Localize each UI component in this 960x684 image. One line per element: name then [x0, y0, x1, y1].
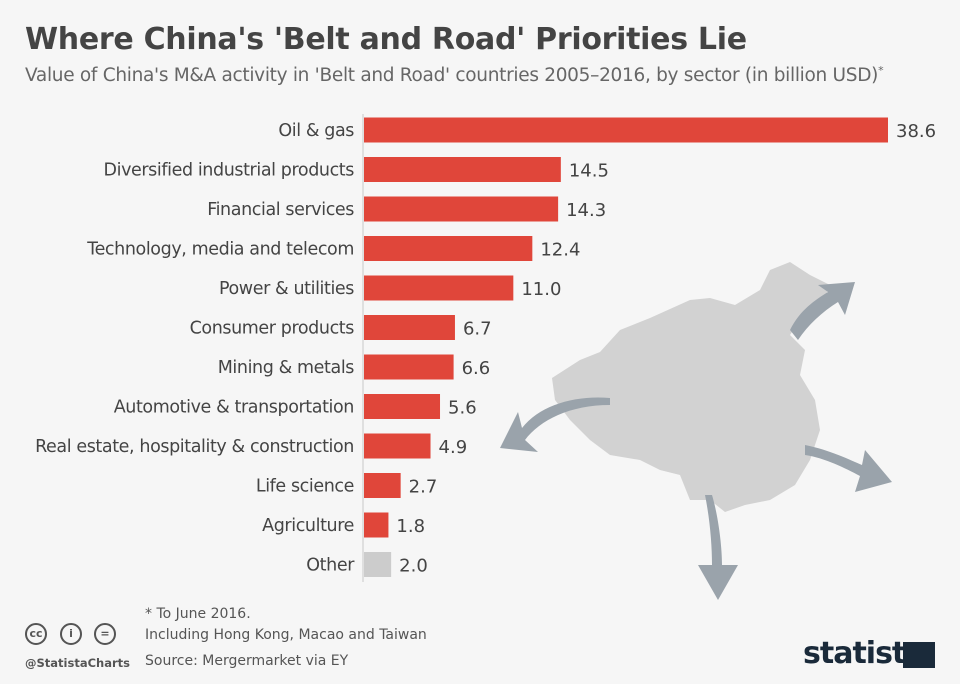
bar [364, 394, 441, 419]
value-label: 38.6 [896, 121, 936, 142]
bar [364, 473, 401, 498]
category-label: Automotive & transportation [114, 398, 354, 418]
category-label: Power & utilities [219, 279, 354, 299]
bar [364, 236, 533, 261]
value-label: 1.8 [396, 516, 425, 537]
nd-icon: = [94, 623, 116, 645]
category-label: Oil & gas [278, 121, 354, 141]
arrow-east-icon [805, 445, 892, 492]
bar [364, 354, 454, 380]
subtitle-footnote-mark: * [878, 64, 884, 77]
category-label: Financial services [207, 200, 354, 220]
cc-icon: cc [25, 623, 47, 645]
value-label: 5.6 [448, 398, 477, 419]
category-label: Technology, media and telecom [86, 240, 354, 260]
category-label: Consumer products [190, 319, 355, 339]
category-label: Mining & metals [218, 358, 355, 378]
bar [364, 433, 431, 459]
category-label: Other [306, 556, 355, 576]
category-label: Agriculture [262, 516, 354, 536]
category-label: Real estate, hospitality & construction [35, 437, 354, 457]
source-note: Source: Mergermarket via EY [145, 653, 349, 669]
chart-title: Where China's 'Belt and Road' Priorities… [25, 22, 747, 57]
bar [364, 275, 514, 301]
value-label: 4.9 [439, 437, 468, 458]
value-label: 14.3 [566, 200, 606, 221]
arrow-west-icon [500, 397, 610, 452]
bar [364, 157, 561, 182]
china-map-shape [552, 262, 830, 512]
bar [364, 552, 392, 577]
value-label: 12.4 [540, 240, 580, 261]
footnote-date: * To June 2016. [145, 606, 251, 622]
statista-logo-mark [903, 642, 935, 668]
category-label: Diversified industrial products [104, 161, 355, 181]
value-label: 2.7 [409, 477, 438, 498]
value-label: 14.5 [569, 161, 609, 182]
chart-subtitle: Value of China's M&A activity in 'Belt a… [25, 64, 884, 87]
footnote-regions: Including Hong Kong, Macao and Taiwan [145, 627, 427, 643]
bar [364, 315, 455, 340]
value-label: 6.6 [462, 358, 491, 379]
china-map-illustration [500, 262, 892, 600]
category-label: Life science [256, 477, 354, 497]
bar [364, 196, 559, 222]
subtitle-text: Value of China's M&A activity in 'Belt a… [25, 65, 879, 87]
statista-handle[interactable]: @StatistaCharts [25, 656, 130, 670]
value-label: 2.0 [399, 556, 428, 577]
bar [364, 117, 888, 143]
by-icon: i [60, 623, 82, 645]
arrow-northeast-icon [790, 282, 855, 340]
value-label: 11.0 [521, 279, 561, 300]
value-label: 6.7 [463, 319, 492, 340]
arrow-south-icon [698, 495, 738, 600]
bar [364, 512, 389, 538]
